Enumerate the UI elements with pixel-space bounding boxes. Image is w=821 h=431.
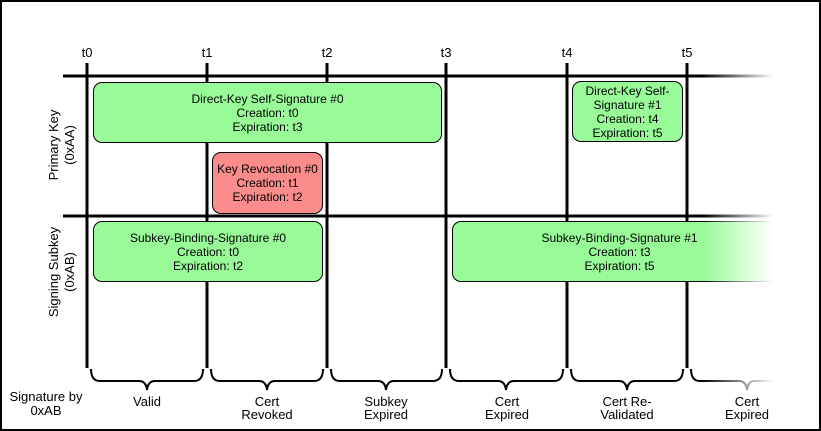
box-expiration: Expiration: t3: [232, 119, 303, 134]
brace-cert-revoked: [210, 368, 324, 391]
box-expiration: Expiration: t5: [592, 125, 663, 140]
box-title: Direct-Key Self-Signature #1: [585, 83, 670, 112]
row-label-signing-subkey: Signing Subkey (0xAB): [46, 226, 77, 318]
tick-label-t1: t1: [201, 45, 213, 60]
box-title: Direct-Key Self-Signature #0: [191, 91, 344, 106]
box-title: Subkey-Binding-Signature #0: [129, 230, 287, 245]
phase-label-cert-expired-2: Cert Expired: [724, 394, 770, 422]
phase-label-cert-revoked: Cert Revoked: [241, 394, 293, 422]
tick-label-t4: t4: [561, 45, 573, 60]
box-expiration: Expiration: t5: [584, 258, 655, 273]
box-creation: Creation: t1: [236, 176, 299, 190]
fade-out-brace: [702, 364, 814, 394]
brace-cert-expired-1: [449, 368, 564, 391]
box-expiration: Expiration: t2: [172, 258, 244, 273]
brace-valid: [90, 368, 204, 391]
brace-subkey-expired: [330, 368, 443, 391]
box-title: Key Revocation #0: [217, 162, 318, 176]
phase-label-subkey-expired: Subkey Expired: [363, 394, 409, 422]
tick-label-t3: t3: [440, 45, 452, 60]
tick-label-t0: t0: [81, 45, 93, 60]
phase-label-cert-expired-1: Cert Expired: [484, 394, 530, 422]
row-label-primary-key: Primary Key (0xAA): [46, 109, 77, 181]
phase-label-valid: Valid: [133, 394, 161, 409]
box-key-revocation-0: Key Revocation #0 Creation: t1 Expiratio…: [212, 152, 323, 214]
tick-label-t2: t2: [321, 45, 333, 60]
fade-out-primary-lane: [702, 64, 814, 88]
box-creation: Creation: t0: [176, 244, 240, 259]
box-expiration: Expiration: t2: [232, 190, 303, 204]
box-title: Subkey-Binding-Signature #1: [541, 230, 698, 245]
box-subkey-binding-signature-0: Subkey-Binding-Signature #0 Creation: t0…: [93, 221, 323, 282]
box-creation: Creation: t3: [588, 244, 651, 259]
box-direct-key-self-signature-1: Direct-Key Self-Signature #1 Creation: t…: [572, 81, 683, 142]
brace-cert-revalidated: [570, 368, 684, 391]
tick-label-t5: t5: [681, 45, 693, 60]
signature-by-axis-label: Signature by 0xAB: [9, 389, 83, 418]
phase-label-cert-revalidated: Cert Re-Validated: [600, 394, 654, 422]
box-creation: Creation: t0: [236, 105, 299, 120]
box-creation: Creation: t4: [596, 111, 659, 126]
box-direct-key-self-signature-0: Direct-Key Self-Signature #0 Creation: t…: [93, 82, 442, 143]
fade-out-subkey-lane: [702, 206, 814, 298]
